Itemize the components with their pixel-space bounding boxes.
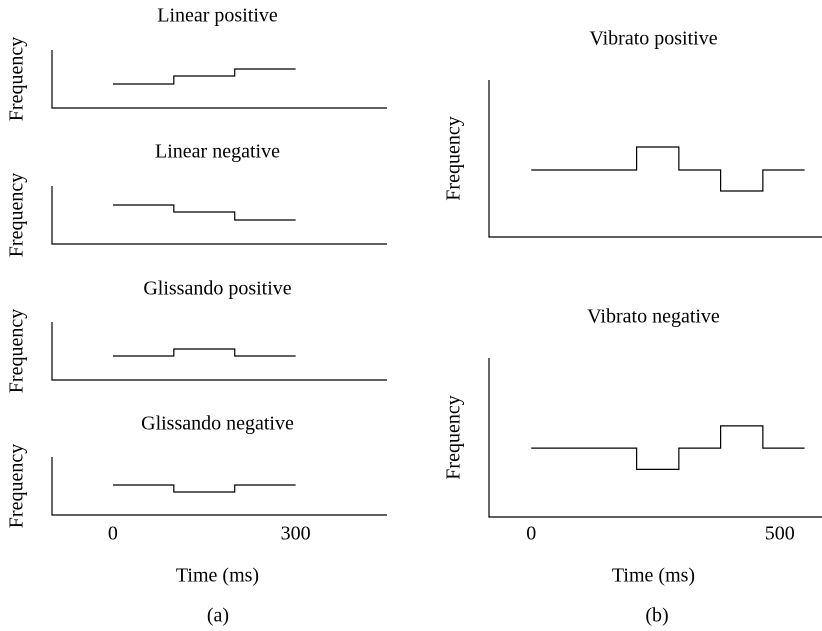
axis [51,50,387,109]
step-line [531,425,805,471]
chart-title: Vibrato negative [587,306,720,328]
x-tick-label: 300 [281,523,311,545]
step-line [112,484,296,493]
chart-title: Vibrato positive [589,28,717,50]
x-tick-label: 0 [108,523,118,545]
axis [51,186,387,245]
step-line [531,146,805,192]
chart-title: Linear negative [155,141,280,163]
axis [488,80,822,238]
axis [51,322,387,381]
caption: (b) [645,605,668,627]
x-tick-label: 0 [526,523,536,545]
step-line [112,68,296,85]
chart-title: Linear positive [157,5,278,27]
y-axis-label: Frequency [443,116,465,200]
axis [51,457,387,516]
caption: (a) [207,605,229,627]
step-line [112,204,296,221]
x-axis-label: Time (ms) [176,565,259,587]
x-axis-label: Time (ms) [612,565,695,587]
y-axis-label: Frequency [6,37,28,121]
step-line [112,348,296,357]
x-tick-label: 500 [765,523,795,545]
axis [488,358,822,518]
y-axis-label: Frequency [6,309,28,393]
chart-title: Glissando positive [143,278,291,300]
y-axis-label: Frequency [6,173,28,257]
y-axis-label: Frequency [443,395,465,479]
chart-title: Glissando negative [141,413,294,435]
y-axis-label: Frequency [6,444,28,528]
